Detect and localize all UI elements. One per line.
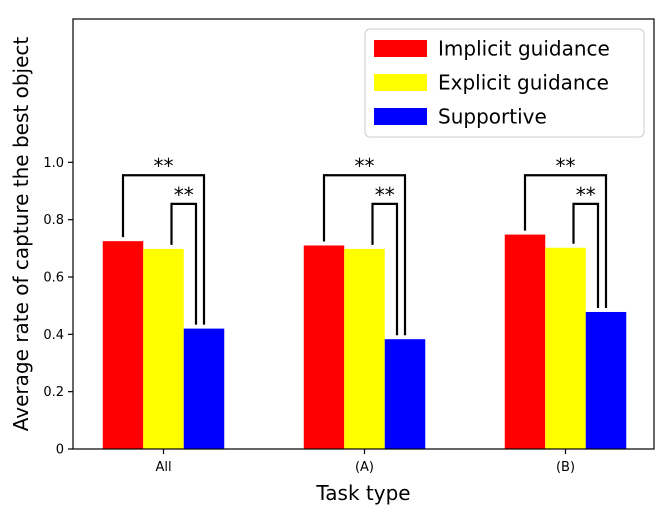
- significance-label: **: [556, 154, 576, 178]
- significance-label: **: [174, 183, 194, 207]
- y-axis-label: Average rate of capture the best object: [9, 37, 33, 432]
- legend: Implicit guidance Explicit guidance Suppor…: [364, 28, 645, 138]
- x-tick-label: (B): [556, 460, 575, 475]
- y-tick-label: 0: [56, 443, 64, 458]
- significance-bracket: [523, 174, 608, 308]
- x-axis: All (A) (B): [155, 449, 575, 475]
- bar-implicit-guidance-0: [102, 241, 144, 449]
- significance-bracket: [170, 202, 198, 325]
- significance-brackets: ************: [121, 154, 608, 336]
- bar-supportive-1: [384, 339, 426, 449]
- significance-bracket: [572, 202, 600, 308]
- y-tick-label: 1.0: [43, 156, 64, 171]
- plot-frame: [72, 18, 655, 450]
- bar-supportive-2: [585, 311, 627, 449]
- legend-label: Supportive: [438, 105, 547, 129]
- y-tick-label: 0.2: [43, 385, 64, 400]
- significance-label: **: [154, 154, 174, 178]
- y-tick-label: 0.6: [43, 271, 64, 286]
- significance-label: **: [375, 183, 395, 207]
- bars-layer: [102, 234, 627, 449]
- legend-box: [364, 28, 645, 138]
- significance-bracket: [121, 174, 206, 325]
- legend-label: Explicit guidance: [438, 71, 609, 95]
- x-tick-label: All: [155, 460, 171, 475]
- significance-label: **: [355, 154, 375, 178]
- x-axis-label: Task type: [315, 481, 410, 505]
- significance-label: **: [576, 183, 596, 207]
- legend-swatch: [374, 108, 427, 125]
- y-axis: 0 0.2 0.4 0.6 0.8 1.0: [43, 156, 73, 458]
- significance-bracket: [322, 174, 407, 336]
- legend-swatch: [374, 74, 427, 91]
- legend-swatch: [374, 40, 427, 57]
- y-tick-label: 0.8: [43, 213, 64, 228]
- bar-explicit-guidance-2: [545, 247, 586, 449]
- significance-bracket: [371, 202, 399, 336]
- bar-supportive-0: [183, 328, 225, 449]
- bar-explicit-guidance-1: [344, 248, 385, 449]
- x-tick-label: (A): [355, 460, 374, 475]
- bar-implicit-guidance-1: [303, 245, 345, 449]
- legend-label: Implicit guidance: [438, 37, 610, 61]
- y-tick-label: 0.4: [43, 328, 64, 343]
- bar-implicit-guidance-2: [504, 234, 546, 449]
- bar-explicit-guidance-0: [143, 248, 184, 449]
